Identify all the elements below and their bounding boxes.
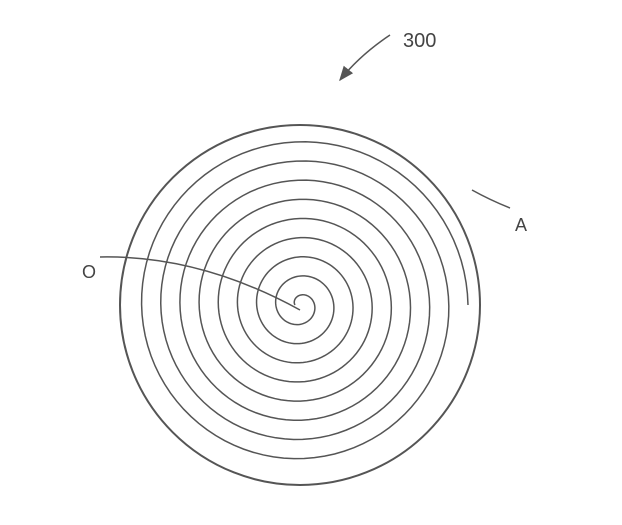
diagram-svg [0, 0, 622, 520]
patent-figure: 300 A O [0, 0, 622, 520]
leader-line-300 [340, 35, 390, 80]
label-ref-300: 300 [403, 30, 436, 53]
outer-circle [120, 125, 480, 485]
label-point-o: O [82, 262, 96, 283]
label-point-a: A [515, 215, 527, 236]
leader-line-a [472, 190, 510, 208]
spiral-path [142, 142, 468, 459]
leader-line-o [100, 257, 300, 310]
